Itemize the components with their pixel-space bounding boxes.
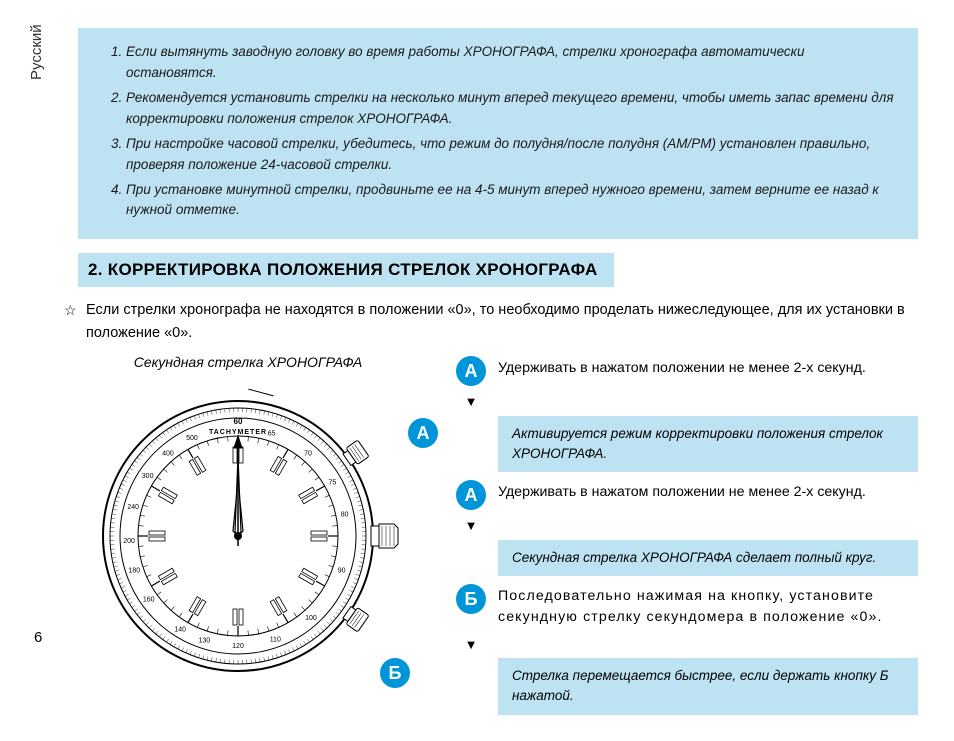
note-item: При настройке часовой стрелки, убедитесь… [126, 134, 896, 176]
section-title: 2. КОРРЕКТИРОВКА ПОЛОЖЕНИЯ СТРЕЛОК ХРОНО… [78, 253, 614, 287]
step-a2-text: Удерживать в нажатом положении не менее … [498, 478, 918, 503]
page-number: 6 [34, 629, 42, 646]
tachy-top: 60 [234, 417, 243, 426]
callout-3: Стрелка перемещается быстрее, если держа… [498, 658, 918, 715]
step-a1-text: Удерживать в нажатом положении не менее … [498, 354, 918, 379]
svg-text:110: 110 [270, 637, 281, 644]
step-a1: А Удерживать в нажатом положении не мене… [456, 354, 918, 386]
label-a-step: А [456, 480, 486, 510]
content-row: Секундная стрелка ХРОНОГРАФА 60 TACHYMET… [78, 354, 918, 720]
label-b-step: Б [456, 584, 486, 614]
svg-text:75: 75 [328, 480, 336, 487]
watch-diagram: 60 TACHYMETER 65707580901001101201301401… [78, 376, 438, 686]
svg-text:80: 80 [341, 512, 349, 519]
svg-text:500: 500 [186, 436, 198, 443]
language-side-label: Русский [28, 24, 45, 80]
label-a-step: А [456, 356, 486, 386]
label-a-diagram: А [408, 418, 438, 448]
svg-text:300: 300 [142, 473, 154, 480]
svg-text:100: 100 [305, 615, 317, 622]
page-content: Если вытянуть заводную головку во время … [0, 0, 954, 741]
callout-1: Активируется режим корректировки положен… [498, 416, 918, 473]
svg-text:90: 90 [338, 568, 346, 575]
note-item: При установке минутной стрелки, продвинь… [126, 180, 896, 222]
svg-text:120: 120 [232, 643, 244, 650]
svg-text:130: 130 [198, 638, 210, 645]
arrow-down-icon: ▼ [456, 635, 486, 655]
arrow-down-icon: ▼ [456, 516, 486, 536]
note-item: Если вытянуть заводную головку во время … [126, 42, 896, 84]
step-a2: А Удерживать в нажатом положении не мене… [456, 478, 918, 510]
watch-svg: 60 TACHYMETER 65707580901001101201301401… [78, 376, 418, 676]
notes-box: Если вытянуть заводную головку во время … [78, 28, 918, 239]
intro-text: ☆ Если стрелки хронографа не находятся в… [78, 299, 918, 344]
watch-caption: Секундная стрелка ХРОНОГРАФА [58, 354, 438, 370]
callout-2: Секундная стрелка ХРОНОГРАФА сделает пол… [498, 540, 918, 576]
steps-column: А Удерживать в нажатом положении не мене… [456, 354, 918, 720]
crown [371, 524, 398, 548]
note-item: Рекомендуется установить стрелки на неск… [126, 88, 896, 130]
svg-text:140: 140 [174, 627, 186, 634]
svg-text:180: 180 [128, 568, 140, 575]
watch-column: Секундная стрелка ХРОНОГРАФА 60 TACHYMET… [78, 354, 438, 720]
arrow-down-icon: ▼ [456, 392, 486, 412]
intro-body: Если стрелки хронографа не находятся в п… [86, 302, 905, 340]
svg-text:400: 400 [162, 451, 174, 458]
star-icon: ☆ [64, 300, 77, 322]
svg-text:200: 200 [123, 538, 135, 545]
svg-text:65: 65 [268, 431, 276, 438]
svg-text:70: 70 [304, 451, 312, 458]
svg-text:240: 240 [127, 504, 139, 511]
label-b-diagram: Б [380, 658, 410, 688]
svg-text:160: 160 [143, 597, 155, 604]
step-b1-text: Последовательно нажимая на кнопку, устан… [498, 582, 918, 629]
step-b1: Б Последовательно нажимая на кнопку, уст… [456, 582, 918, 629]
